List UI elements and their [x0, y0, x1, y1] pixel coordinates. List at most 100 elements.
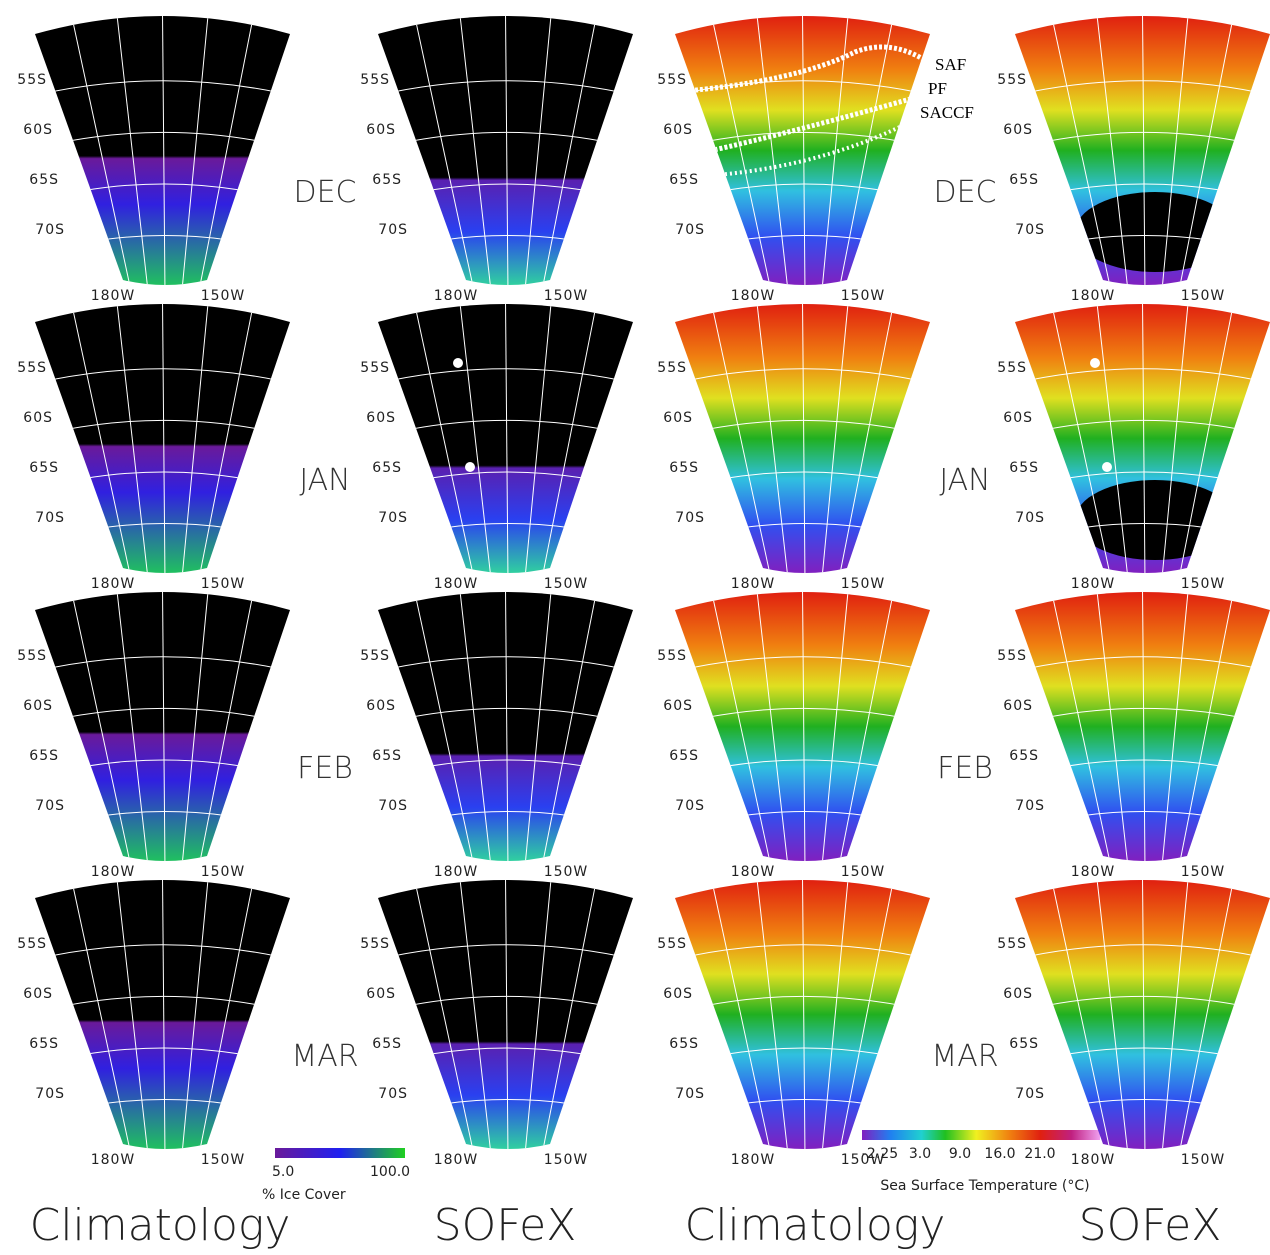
lat-label: 60S — [1003, 986, 1033, 1002]
lat-label: 65S — [29, 1036, 59, 1052]
lon-label: 150W — [1181, 1152, 1226, 1168]
lat-label: 55S — [657, 360, 687, 376]
lat-label: 70S — [35, 1086, 65, 1102]
lat-label: 55S — [997, 648, 1027, 664]
lon-label: 150W — [841, 288, 886, 304]
lon-label: 180W — [1071, 576, 1116, 592]
colorbar-tick: 16.0 — [984, 1146, 1015, 1162]
lat-label: 55S — [657, 72, 687, 88]
lon-label: 150W — [1181, 288, 1226, 304]
map-panel — [1005, 12, 1270, 294]
lat-label: 60S — [366, 122, 396, 138]
lat-label: 65S — [372, 1036, 402, 1052]
lon-label: 180W — [434, 1152, 479, 1168]
no-data — [1075, 192, 1235, 272]
column-title: SOFeX — [1079, 1200, 1222, 1251]
lat-label: 60S — [23, 986, 53, 1002]
station-dot — [465, 462, 475, 472]
lon-label: 150W — [544, 576, 589, 592]
lat-label: 55S — [997, 360, 1027, 376]
lat-label: 65S — [1009, 460, 1039, 476]
colorbar-max: 100.0 — [370, 1164, 410, 1180]
map-panel — [1005, 300, 1270, 582]
lon-label: 150W — [1181, 864, 1226, 880]
map-panel — [665, 12, 940, 294]
sst-colorbar — [862, 1130, 1100, 1140]
column-title: SOFeX — [434, 1200, 577, 1251]
month-label: FEB — [297, 751, 353, 786]
lon-label: 180W — [731, 288, 776, 304]
lat-label: 65S — [29, 172, 59, 188]
lat-label: 65S — [669, 172, 699, 188]
lat-label: 70S — [675, 222, 705, 238]
map-panel — [368, 300, 643, 582]
colorbar-min: 5.0 — [272, 1164, 294, 1180]
lat-label: 70S — [378, 510, 408, 526]
lat-label: 60S — [1003, 698, 1033, 714]
lon-label: 180W — [731, 1152, 776, 1168]
lon-label: 150W — [841, 864, 886, 880]
lat-label: 60S — [23, 698, 53, 714]
lon-label: 180W — [1071, 288, 1116, 304]
lon-label: 180W — [91, 288, 136, 304]
lat-label: 55S — [657, 648, 687, 664]
colorbar-tick: 21.0 — [1024, 1146, 1055, 1162]
lon-label: 150W — [201, 1152, 246, 1168]
colorbar-tick: 3.0 — [909, 1146, 931, 1162]
month-label: JAN — [299, 463, 350, 498]
month-label: FEB — [937, 751, 993, 786]
lon-label: 180W — [731, 576, 776, 592]
lat-label: 65S — [372, 748, 402, 764]
lat-label: 55S — [360, 360, 390, 376]
lon-label: 150W — [201, 864, 246, 880]
lat-label: 65S — [372, 172, 402, 188]
lat-label: 65S — [1009, 1036, 1039, 1052]
station-dot — [1102, 462, 1112, 472]
lat-label: 55S — [17, 936, 47, 952]
lat-label: 70S — [35, 798, 65, 814]
lon-label: 180W — [1071, 864, 1116, 880]
lon-label: 180W — [434, 288, 479, 304]
map-panel — [368, 588, 643, 870]
lat-label: 60S — [663, 698, 693, 714]
lon-label: 150W — [201, 288, 246, 304]
lon-label: 150W — [544, 1152, 589, 1168]
map-panel — [25, 588, 300, 870]
lat-label: 55S — [360, 72, 390, 88]
lat-label: 55S — [17, 72, 47, 88]
colorbar-tick: 9.0 — [949, 1146, 971, 1162]
lat-label: 60S — [23, 122, 53, 138]
lon-label: 180W — [434, 576, 479, 592]
figure: SAF PF SACCF 5.0 100.0 % Ice Cover Sea S… — [0, 0, 1270, 1255]
lat-label: 65S — [669, 460, 699, 476]
lat-label: 55S — [17, 648, 47, 664]
lat-label: 70S — [378, 798, 408, 814]
lon-label: 150W — [841, 576, 886, 592]
lat-label: 55S — [997, 72, 1027, 88]
lat-label: 70S — [378, 222, 408, 238]
lon-label: 150W — [544, 864, 589, 880]
map-panel — [1005, 876, 1270, 1158]
map-panel — [25, 876, 300, 1158]
lat-label: 70S — [1015, 1086, 1045, 1102]
lat-label: 60S — [366, 698, 396, 714]
lat-label: 70S — [35, 510, 65, 526]
front-label: SACCF — [920, 103, 974, 122]
lat-label: 55S — [17, 360, 47, 376]
station-dot — [453, 358, 463, 368]
lon-label: 180W — [91, 864, 136, 880]
month-label: DEC — [933, 175, 996, 210]
lat-label: 55S — [657, 936, 687, 952]
lat-label: 70S — [675, 1086, 705, 1102]
lon-label: 180W — [91, 1152, 136, 1168]
month-label: MAR — [931, 1039, 998, 1074]
lat-label: 60S — [1003, 410, 1033, 426]
lon-label: 180W — [91, 576, 136, 592]
lat-label: 70S — [1015, 798, 1045, 814]
map-panel — [665, 876, 940, 1158]
lon-label: 180W — [434, 864, 479, 880]
map-panel — [368, 876, 643, 1158]
map-panel — [665, 300, 940, 582]
lat-label: 70S — [35, 222, 65, 238]
colorbar-label: Sea Surface Temperature (°C) — [880, 1178, 1089, 1194]
